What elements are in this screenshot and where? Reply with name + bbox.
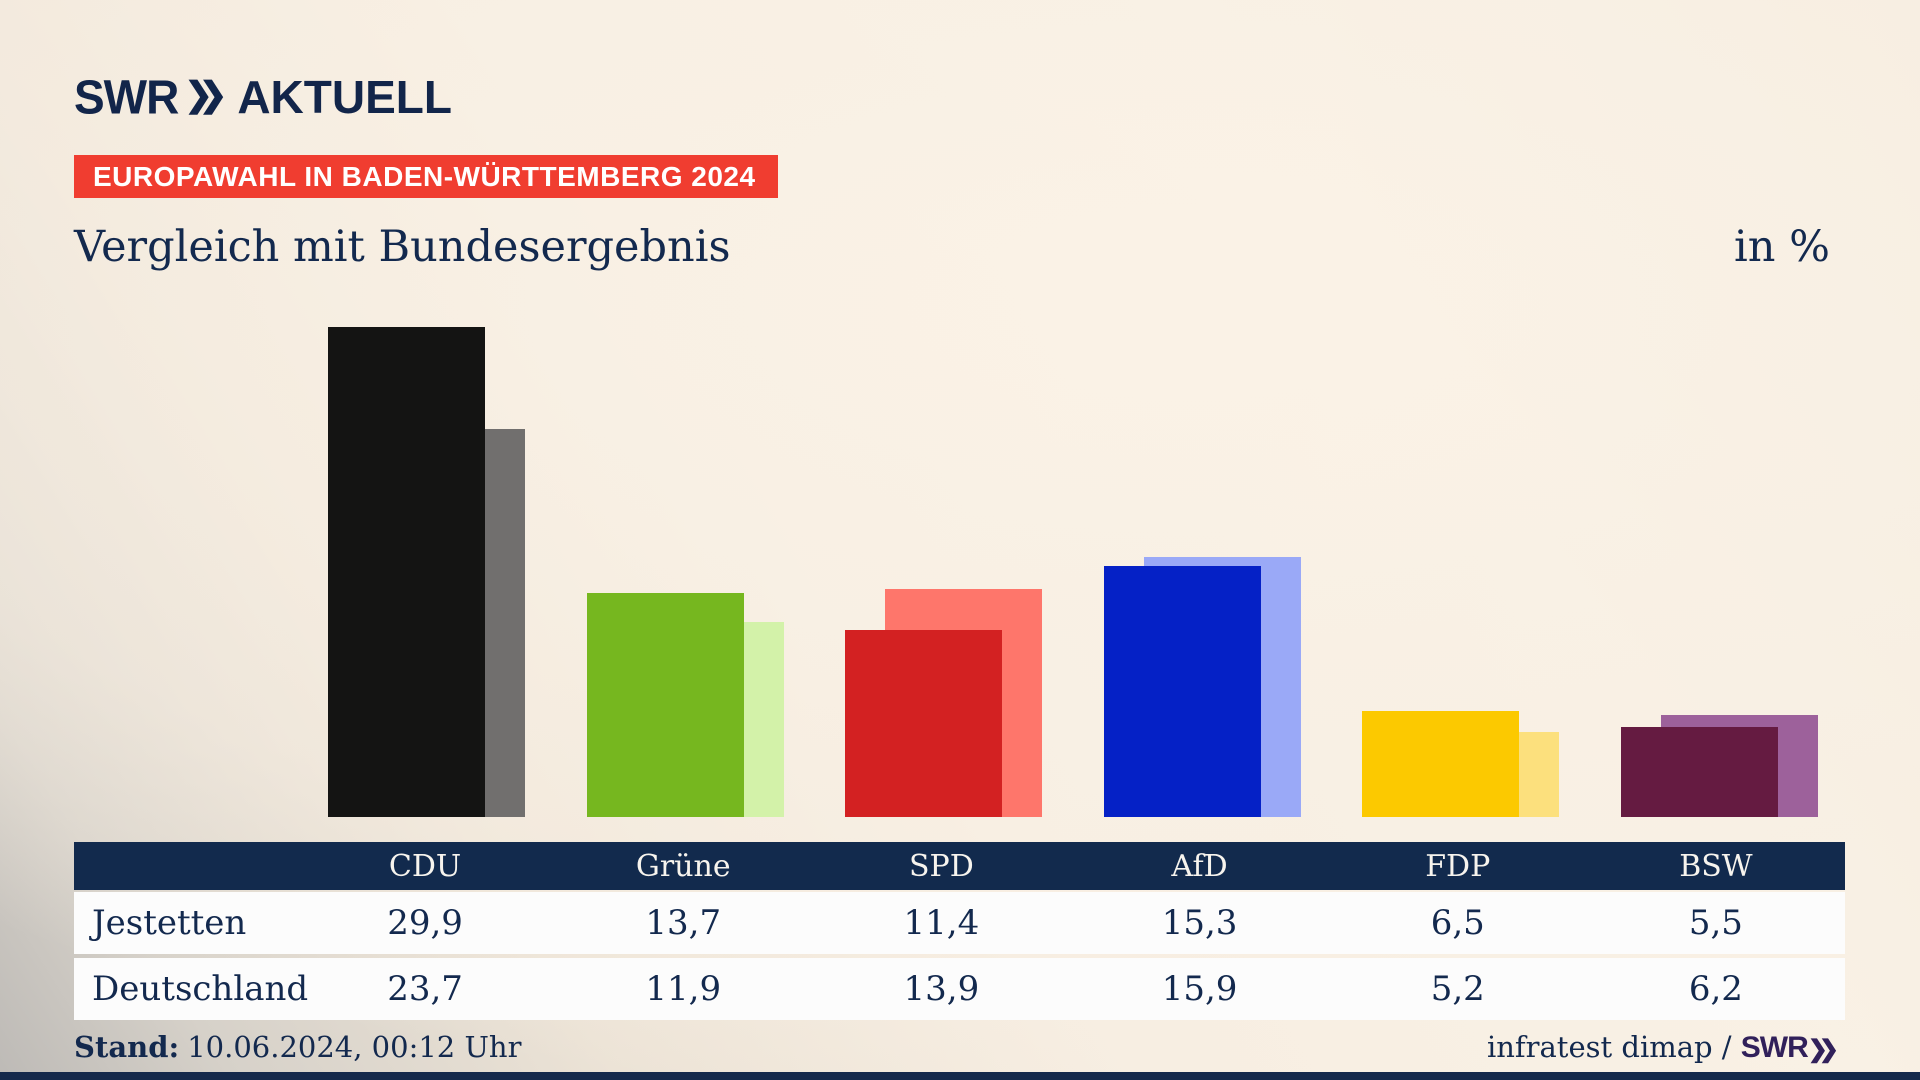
table-row-deutschland: Deutschland 23,7 11,9 13,9 15,9 5,2 6,2 (74, 958, 1845, 1020)
column-header-afd: AfD (1171, 848, 1228, 884)
source-swr-logo: SWR❯❯ (1740, 1031, 1839, 1064)
value-spd-deutschland: 13,9 (903, 969, 980, 1009)
stand-label: Stand: (74, 1030, 180, 1064)
results-table: CDU Grüne SPD AfD FDP BSW Jestetten 29,9 13,7 11,… (74, 842, 1845, 1020)
value-grüne-deutschland: 11,9 (645, 969, 722, 1009)
bar-afd-jestetten (1103, 566, 1261, 817)
column-header-bsw: BSW (1679, 848, 1753, 884)
bar-bsw-jestetten (1620, 726, 1778, 817)
row-label: Jestetten (92, 903, 247, 943)
footer: Stand: 10.06.2024, 00:12 Uhr infratest di… (74, 1030, 1839, 1065)
source-swr-text: SWR (1740, 1031, 1809, 1064)
election-badge: EUROPAWAHL IN BADEN-WÜRTTEMBERG 2024 (74, 155, 778, 198)
value-cdu-deutschland: 23,7 (387, 969, 463, 1009)
value-bsw-deutschland: 6,2 (1688, 969, 1743, 1009)
column-header-cdu: CDU (388, 848, 462, 884)
source-chevron-right-icon: ❯❯ (1807, 1036, 1839, 1063)
bar-cdu-jestetten (328, 327, 485, 817)
value-afd-deutschland: 15,9 (1161, 969, 1238, 1009)
bottom-navy-bar (0, 1072, 1920, 1080)
bar-fdp-jestetten (1362, 710, 1519, 817)
bar-grüne-jestetten (586, 592, 744, 817)
column-header-fdp: FDP (1425, 848, 1491, 884)
stand-value: 10.06.2024, 00:12 Uhr (187, 1030, 522, 1064)
stand-timestamp: Stand: 10.06.2024, 00:12 Uhr (74, 1030, 521, 1064)
value-fdp-jestetten: 6,5 (1430, 903, 1485, 943)
chart-title: Vergleich mit Bundesergebnis (74, 222, 731, 272)
value-grüne-jestetten: 13,7 (645, 903, 722, 943)
table-header-row: CDU Grüne SPD AfD FDP BSW (74, 842, 1845, 890)
value-bsw-jestetten: 5,5 (1688, 903, 1743, 943)
value-afd-jestetten: 15,3 (1161, 903, 1238, 943)
source-credit: infratest dimap / SWR❯❯ (1486, 1030, 1839, 1065)
logo-aktuell-text: AKTUELL (237, 71, 452, 123)
value-cdu-jestetten: 29,9 (387, 903, 463, 943)
value-fdp-deutschland: 5,2 (1430, 969, 1485, 1009)
value-spd-jestetten: 11,4 (903, 903, 980, 943)
source-text: infratest dimap / (1486, 1030, 1741, 1064)
title-row: Vergleich mit Bundesergebnis in % (74, 222, 1830, 272)
swr-aktuell-logo: SWR ❯❯ AKTUELL (74, 70, 452, 124)
table-row-jestetten: Jestetten 29,9 13,7 11,4 15,3 6,5 5,5 (74, 892, 1845, 954)
logo-swr-text: SWR (74, 69, 179, 125)
bar-spd-jestetten (845, 630, 1002, 817)
column-header-grüne: Grüne (635, 848, 731, 884)
unit-label: in % (1734, 222, 1830, 272)
column-header-spd: SPD (909, 848, 974, 884)
row-label: Deutschland (92, 969, 309, 1009)
